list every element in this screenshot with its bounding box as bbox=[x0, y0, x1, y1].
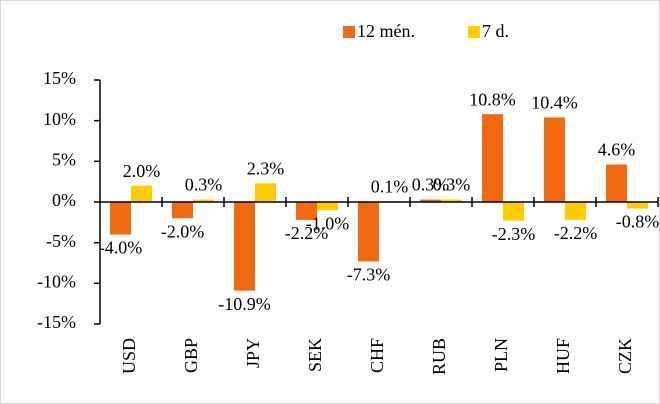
value-label: -4.0% bbox=[99, 238, 143, 258]
bar bbox=[172, 202, 193, 219]
value-label: -1.0% bbox=[306, 213, 350, 233]
value-label: -0.8% bbox=[616, 212, 660, 232]
value-label: 0.3% bbox=[185, 175, 223, 195]
bar bbox=[627, 202, 648, 209]
bar bbox=[296, 202, 317, 220]
bar bbox=[420, 199, 441, 202]
x-tick-label: HUF bbox=[553, 338, 573, 374]
bar bbox=[565, 202, 586, 220]
value-label: 4.6% bbox=[598, 140, 636, 160]
x-tick-label: CHF bbox=[367, 338, 387, 373]
x-tick-label: GBP bbox=[181, 338, 201, 373]
value-label: 2.0% bbox=[123, 161, 161, 181]
value-label: -2.3% bbox=[492, 224, 536, 244]
bar bbox=[317, 202, 338, 211]
value-label: -2.2% bbox=[285, 223, 329, 243]
y-tick-label: 15% bbox=[43, 68, 76, 88]
value-label: 0.3% bbox=[412, 175, 450, 195]
bar bbox=[482, 114, 503, 202]
legend-swatch bbox=[468, 26, 480, 38]
bar bbox=[606, 164, 627, 202]
value-label: 10.8% bbox=[469, 89, 516, 109]
value-label: -10.9% bbox=[218, 294, 271, 314]
x-tick-label: JPY bbox=[243, 338, 263, 368]
x-tick-label: SEK bbox=[305, 338, 325, 372]
bar bbox=[110, 202, 131, 235]
bar bbox=[131, 185, 152, 202]
y-tick-label: 10% bbox=[43, 109, 76, 129]
value-label: 0.1% bbox=[371, 176, 409, 196]
bar bbox=[544, 117, 565, 202]
bar bbox=[255, 183, 276, 202]
value-label: 2.3% bbox=[247, 158, 285, 178]
value-label: 0.3% bbox=[433, 175, 471, 195]
bar bbox=[193, 199, 214, 202]
y-tick-label: -15% bbox=[37, 312, 76, 332]
y-tick-label: 5% bbox=[52, 149, 76, 169]
legend-label: 7 d. bbox=[482, 21, 509, 41]
y-tick-label: -5% bbox=[46, 231, 76, 251]
legend-swatch bbox=[343, 26, 355, 38]
x-tick-label: CZK bbox=[615, 338, 635, 374]
bar bbox=[441, 199, 462, 202]
x-tick-label: RUB bbox=[429, 338, 449, 375]
bar bbox=[234, 202, 255, 291]
value-label: 10.4% bbox=[531, 93, 578, 113]
legend-label: 12 mén. bbox=[357, 21, 415, 41]
value-label: -7.3% bbox=[347, 264, 391, 284]
bar bbox=[503, 202, 524, 221]
y-tick-label: 0% bbox=[52, 190, 76, 210]
value-label: -2.2% bbox=[554, 223, 598, 243]
value-label: -2.0% bbox=[161, 221, 205, 241]
x-tick-label: PLN bbox=[491, 338, 511, 372]
bar bbox=[358, 202, 379, 262]
x-tick-label: USD bbox=[119, 338, 139, 374]
y-tick-label: -10% bbox=[37, 271, 76, 291]
